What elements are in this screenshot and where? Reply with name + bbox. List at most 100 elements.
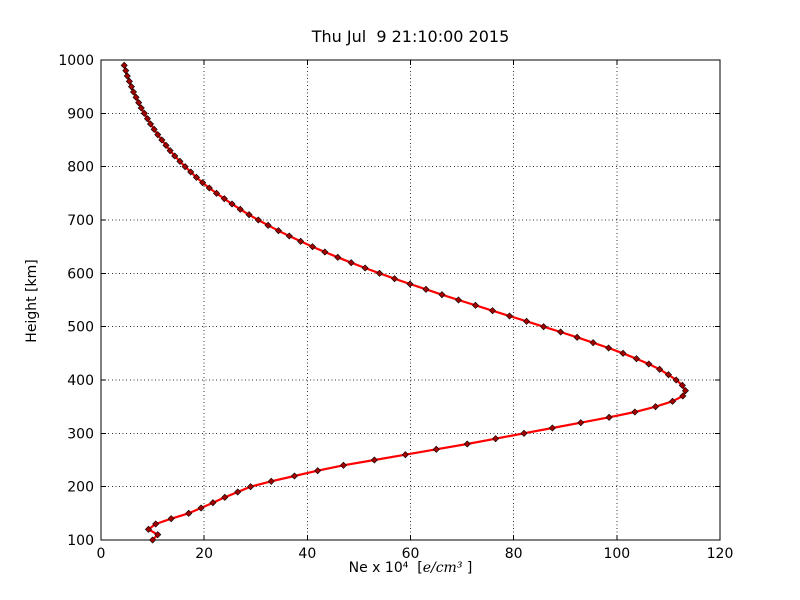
data-point-marker [376,269,384,277]
data-point-marker [589,339,597,347]
data-point-marker [297,237,305,245]
y-tick-label: 300 [67,426,94,442]
y-tick-label: 600 [67,266,94,282]
data-point-marker [605,344,613,352]
y-tick-label: 900 [67,106,94,122]
data-point-marker [176,157,184,165]
data-point-marker [197,504,205,512]
data-point-marker [162,141,170,149]
data-point-marker [146,120,155,128]
data-point-marker [678,381,686,389]
y-tick-label: 400 [67,373,94,389]
data-point-marker [213,189,221,197]
data-point-marker [605,413,613,421]
data-point-marker [274,227,282,235]
data-point-marker [236,205,244,213]
data-point-marker [339,461,347,469]
data-point-marker [619,349,627,357]
x-tick-label: 20 [195,546,213,562]
data-point-marker [154,131,162,139]
data-point-marker [523,317,531,325]
data-point-marker [137,104,145,112]
data-point-marker [401,451,409,459]
data-point-marker [143,115,151,123]
data-point-marker [632,355,640,363]
y-tick-label: 800 [67,160,94,176]
axes-frame [100,59,721,541]
data-point-marker [234,488,242,496]
data-point-marker [129,88,138,96]
y-tick-label: 100 [67,533,94,549]
x-axis-label-prefix: Ne x 10⁴ [ [348,560,423,576]
data-point-marker [199,179,207,187]
data-point-marker [125,77,133,85]
data-point-marker [506,312,514,320]
data-point-marker [149,536,157,544]
x-tick-label: 120 [707,546,734,562]
data-point-marker [120,61,128,69]
data-point-marker [664,371,672,379]
data-point-marker [406,280,414,288]
data-point-marker [264,221,272,229]
x-tick-label: 80 [505,546,523,562]
data-point-marker [290,472,298,480]
chart-title: Thu Jul 9 21:10:00 2015 [311,27,510,46]
y-tick-label: 200 [67,480,94,496]
data-point-marker [132,93,140,101]
data-point-marker [679,392,687,400]
data-point-marker [150,125,158,133]
data-point-marker [631,408,639,416]
data-point-marker [267,477,275,485]
data-point-marker [651,403,660,411]
data-point-marker [247,483,255,491]
data-point-marker [209,499,217,507]
y-tick-label: 700 [67,213,94,229]
data-point-marker [308,243,317,251]
x-axis-label: Ne x 10⁴ [e/cm³ ] [101,560,720,576]
data-point-marker [123,72,131,80]
data-point-marker [171,152,179,160]
data-point-marker [573,333,581,341]
data-point-marker [158,136,166,144]
data-point-marker [220,195,228,203]
data-point-marker [140,109,148,117]
data-point-marker [187,168,195,176]
data-point-marker [192,173,200,181]
data-point-marker [370,456,378,464]
data-point-marker [185,509,193,517]
data-point-marker [228,200,236,208]
x-tick-label: 100 [603,546,630,562]
data-point-marker [127,83,135,91]
data-point-marker [463,440,471,448]
data-point-marker [454,296,462,304]
data-point-marker [361,264,369,272]
data-point-marker [167,515,175,523]
data-point-marker [492,435,500,443]
profile-line [123,64,687,542]
data-point-marker [154,531,162,539]
data-point-marker [669,397,677,405]
data-point-marker [181,163,189,171]
data-point-marker [245,211,253,219]
x-tick-label: 40 [298,546,316,562]
data-point-marker [645,360,653,368]
x-tick-label: 60 [402,546,420,562]
x-axis-label-units: e/cm³ [422,560,463,576]
data-point-marker [488,307,497,315]
x-tick-label: 0 [97,546,106,562]
data-point-marker [681,387,689,395]
data-point-marker [422,285,430,293]
data-point-marker [557,328,565,336]
data-point-marker [520,429,528,437]
data-point-marker [672,376,680,384]
data-point-marker [334,253,342,261]
data-point-marker [221,493,229,501]
data-point-marker [390,275,399,283]
data-point-marker [314,467,322,475]
y-tick-label: 1000 [58,53,94,69]
data-point-marker [577,419,585,427]
data-point-marker [122,67,130,75]
data-point-marker [321,248,329,256]
y-axis-label: Height [km] [24,259,40,343]
